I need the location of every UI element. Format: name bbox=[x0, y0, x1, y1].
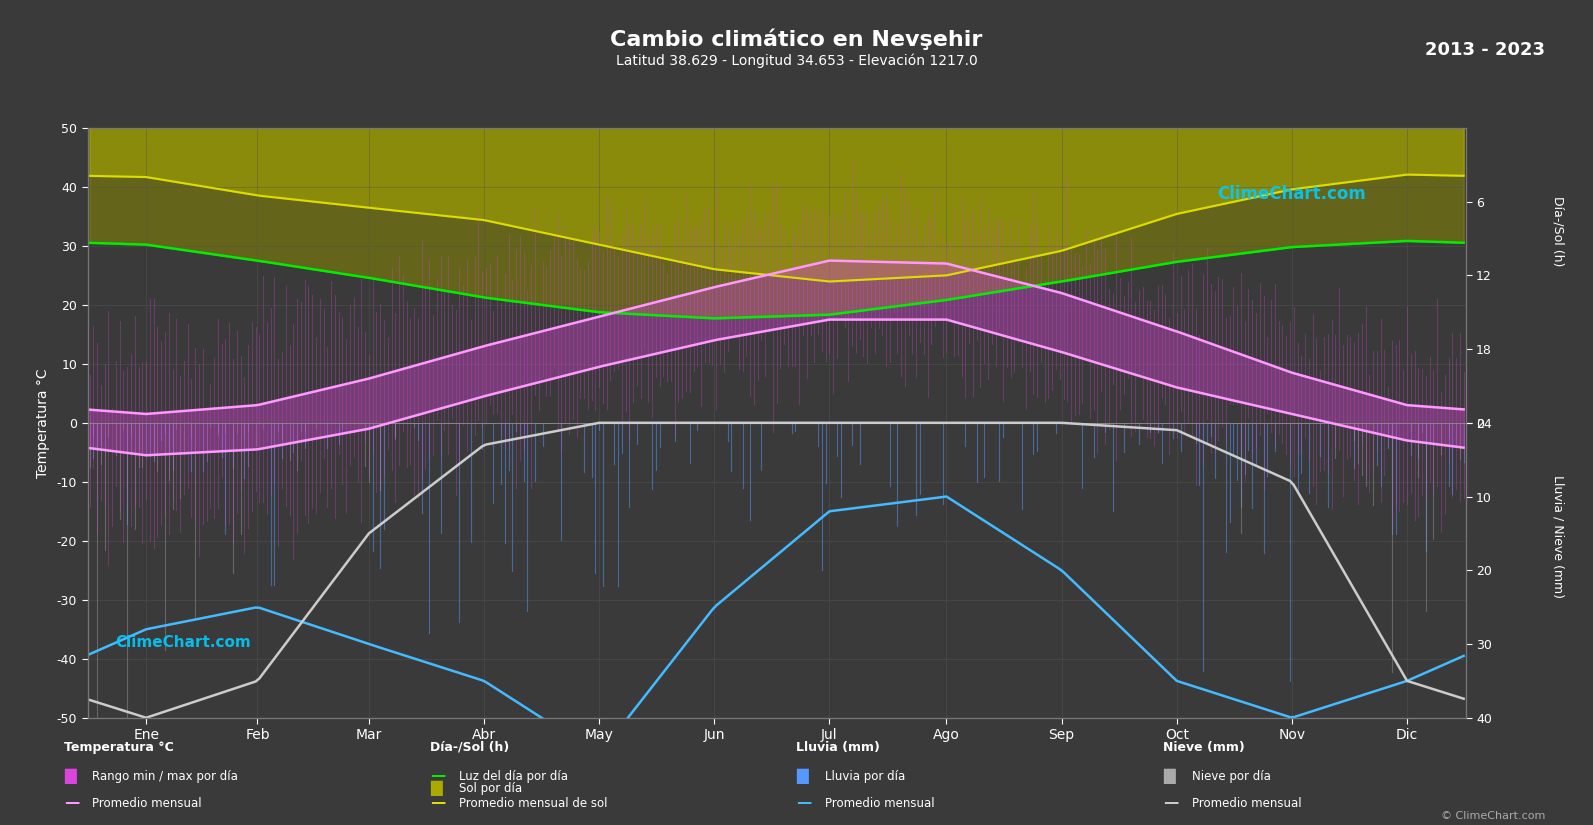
Text: Día-/Sol (h): Día-/Sol (h) bbox=[1552, 196, 1564, 266]
Text: —: — bbox=[64, 794, 80, 810]
Text: █: █ bbox=[64, 768, 75, 784]
Text: Latitud 38.629 - Longitud 34.653 - Elevación 1217.0: Latitud 38.629 - Longitud 34.653 - Eleva… bbox=[615, 54, 978, 68]
Text: —: — bbox=[430, 794, 446, 810]
Text: Rango min / max por día: Rango min / max por día bbox=[92, 770, 239, 783]
Text: Promedio mensual: Promedio mensual bbox=[1192, 797, 1301, 810]
Text: Lluvia (mm): Lluvia (mm) bbox=[796, 741, 881, 754]
Text: █: █ bbox=[796, 768, 808, 784]
Text: —: — bbox=[1163, 794, 1179, 810]
Text: Día-/Sol (h): Día-/Sol (h) bbox=[430, 741, 510, 754]
Text: Luz del día por día: Luz del día por día bbox=[459, 770, 567, 783]
Text: █: █ bbox=[430, 780, 441, 796]
Text: Lluvia / Nieve (mm): Lluvia / Nieve (mm) bbox=[1552, 474, 1564, 598]
Text: © ClimeChart.com: © ClimeChart.com bbox=[1440, 811, 1545, 821]
Text: Sol por día: Sol por día bbox=[459, 782, 523, 795]
Text: 2013 - 2023: 2013 - 2023 bbox=[1426, 41, 1545, 59]
Text: Promedio mensual: Promedio mensual bbox=[92, 797, 202, 810]
Text: —: — bbox=[796, 794, 812, 810]
Text: █: █ bbox=[1163, 768, 1174, 784]
Text: ClimeChart.com: ClimeChart.com bbox=[1217, 185, 1367, 203]
Text: Nieve por día: Nieve por día bbox=[1192, 770, 1271, 783]
Text: Cambio climático en Nevşehir: Cambio climático en Nevşehir bbox=[610, 29, 983, 50]
Y-axis label: Temperatura °C: Temperatura °C bbox=[35, 368, 49, 478]
Text: —: — bbox=[430, 767, 446, 783]
Text: Lluvia por día: Lluvia por día bbox=[825, 770, 905, 783]
Text: Promedio mensual: Promedio mensual bbox=[825, 797, 935, 810]
Text: Temperatura °C: Temperatura °C bbox=[64, 741, 174, 754]
Text: ClimeChart.com: ClimeChart.com bbox=[115, 635, 252, 650]
Text: Nieve (mm): Nieve (mm) bbox=[1163, 741, 1244, 754]
Text: Promedio mensual de sol: Promedio mensual de sol bbox=[459, 797, 607, 810]
